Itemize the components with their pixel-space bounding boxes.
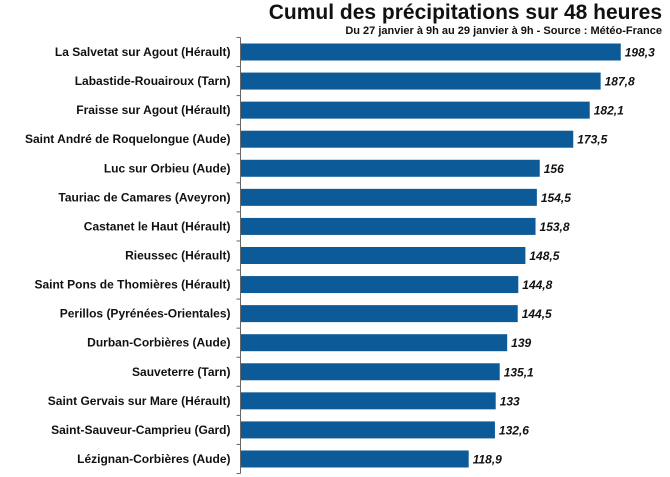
bar-value-label: 118,9 — [473, 452, 502, 466]
bar — [241, 246, 526, 264]
bar-value-label: 154,5 — [541, 191, 571, 205]
category-label: La Salvetat sur Agout (Hérault) — [55, 45, 231, 59]
category-label: Luc sur Orbieu (Aude) — [104, 161, 231, 175]
chart-subtitle: Du 27 janvier à 9h au 29 janvier à 9h - … — [345, 25, 662, 37]
category-label: Fraisse sur Agout (Hérault) — [76, 103, 230, 117]
bar — [241, 363, 500, 381]
bar-value-label: 182,1 — [594, 104, 624, 118]
chart-title: Cumul des précipitations sur 48 heures — [268, 1, 662, 24]
bar-value-label: 148,5 — [529, 249, 559, 263]
bar — [241, 450, 469, 468]
category-label: Saint-Sauveur-Camprieu (Gard) — [51, 423, 230, 437]
category-label: Saint Pons de Thomières (Hérault) — [34, 278, 230, 292]
bar-value-label: 144,8 — [522, 278, 552, 292]
bar — [241, 101, 590, 119]
bar-value-label: 173,5 — [577, 133, 607, 147]
category-label: Labastide-Rouairoux (Tarn) — [75, 74, 231, 88]
bar — [241, 72, 601, 90]
bar — [241, 276, 519, 294]
category-label: Perillos (Pyrénées-Orientales) — [60, 307, 231, 321]
category-label: Rieussec (Hérault) — [125, 248, 230, 262]
bar — [241, 188, 537, 206]
bar-value-label: 132,6 — [499, 423, 529, 437]
bar — [241, 392, 496, 410]
bar — [241, 305, 518, 323]
bar-value-label: 144,5 — [522, 307, 552, 321]
category-label: Saint Gervais sur Mare (Hérault) — [48, 394, 231, 408]
category-label: Castanet le Haut (Hérault) — [84, 219, 231, 233]
bar — [241, 43, 621, 61]
bar-value-label: 135,1 — [504, 365, 534, 379]
bar-value-label: 198,3 — [625, 46, 655, 60]
bar — [241, 334, 508, 352]
bar-value-label: 156 — [544, 162, 564, 176]
bar — [241, 159, 540, 177]
category-label: Durban-Corbières (Aude) — [87, 336, 230, 350]
category-label: Lézignan-Corbières (Aude) — [77, 452, 230, 466]
bar — [241, 421, 495, 439]
bar — [241, 217, 536, 235]
category-label: Sauveterre (Tarn) — [132, 365, 230, 379]
bar-value-label: 153,8 — [540, 220, 570, 234]
bar-value-label: 139 — [511, 336, 531, 350]
bar-value-label: 133 — [500, 394, 520, 408]
bars-group: La Salvetat sur Agout (Hérault) 198,3 Laba… — [25, 36, 655, 475]
category-label: Tauriac de Camares (Aveyron) — [58, 190, 230, 204]
bar-value-label: 187,8 — [605, 75, 635, 89]
category-label: Saint André de Roquelongue (Aude) — [25, 132, 231, 146]
bar — [241, 130, 574, 148]
